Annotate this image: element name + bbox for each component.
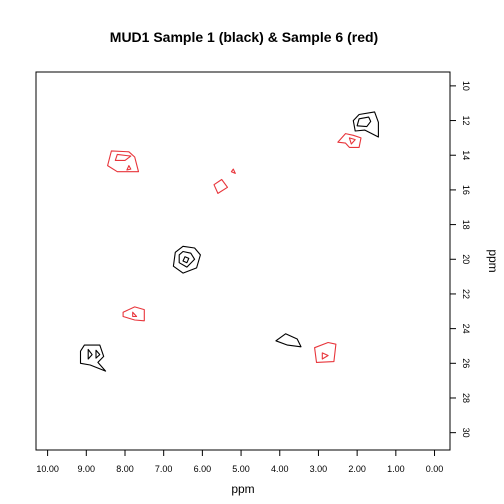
contour-line <box>114 153 132 161</box>
peak-sample1 <box>275 333 302 348</box>
contour-line <box>213 178 229 194</box>
contour-line <box>87 348 93 360</box>
x-axis-label: ppm <box>231 482 254 496</box>
y-tick-label: 10 <box>461 81 471 91</box>
x-tick-label: 7.00 <box>155 464 173 474</box>
contour-line <box>337 133 362 148</box>
peak-sample1 <box>79 344 107 372</box>
contour-line <box>352 111 379 138</box>
contour-line <box>356 116 372 128</box>
x-tick-label: 6.00 <box>194 464 212 474</box>
contour-line <box>321 352 329 360</box>
peak-sample6 <box>337 133 362 148</box>
peak-sample1 <box>172 245 201 274</box>
y-tick-label: 26 <box>461 358 471 368</box>
x-tick-label: 0.00 <box>426 464 444 474</box>
y-tick-label: 30 <box>461 428 471 438</box>
contour-line <box>122 306 145 322</box>
contour-line <box>275 333 302 348</box>
y-tick-label: 22 <box>461 289 471 299</box>
y-axis: 10 12 14 16 18 20 22 24 26 28 30 <box>450 81 471 438</box>
contour-line <box>314 341 337 363</box>
x-tick-label: 2.00 <box>348 464 366 474</box>
contour-line <box>172 245 201 274</box>
x-tick-label: 1.00 <box>387 464 405 474</box>
x-axis: 10.00 9.00 8.00 7.00 6.00 5.00 4.00 3.00 2.00 1.0… <box>36 450 443 474</box>
y-tick-label: 14 <box>461 150 471 160</box>
contour-line <box>178 250 196 268</box>
contour-line <box>126 165 132 171</box>
peak-sample6 <box>122 306 145 322</box>
x-tick-label: 4.00 <box>271 464 289 474</box>
peak-sample1 <box>352 111 379 138</box>
x-tick-label: 8.00 <box>116 464 134 474</box>
contour-line <box>230 168 236 174</box>
x-tick-label: 5.00 <box>232 464 250 474</box>
chart-title: MUD1 Sample 1 (black) & Sample 6 (red) <box>110 29 378 45</box>
x-tick-label: 9.00 <box>78 464 96 474</box>
contour-line <box>107 150 140 173</box>
y-tick-label: 20 <box>461 254 471 264</box>
y-axis-label: ppm <box>486 249 500 272</box>
y-tick-label: 24 <box>461 324 471 334</box>
contour-line <box>79 344 107 372</box>
y-tick-label: 12 <box>461 116 471 126</box>
y-tick-label: 28 <box>461 393 471 403</box>
contour-line <box>132 311 138 318</box>
y-tick-label: 18 <box>461 220 471 230</box>
contour-line <box>348 137 356 145</box>
x-tick-label: 10.00 <box>36 464 59 474</box>
peak-sample6 <box>107 150 140 173</box>
x-tick-label: 3.00 <box>310 464 328 474</box>
peak-sample6 <box>314 341 337 363</box>
plot-frame <box>35 71 451 451</box>
contour-layer <box>79 111 379 372</box>
contour-line <box>95 349 101 359</box>
contour-line <box>182 256 190 264</box>
y-tick-label: 16 <box>461 185 471 195</box>
peak-sample6 <box>213 168 236 194</box>
